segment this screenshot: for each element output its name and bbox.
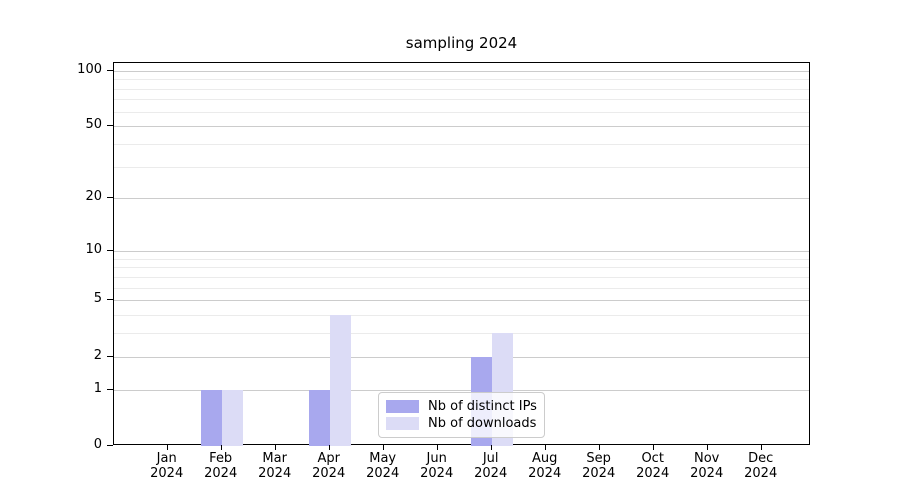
x-tick-mark (706, 445, 708, 450)
y-tick-label: 50 (85, 117, 102, 133)
x-tick-year: 2024 (258, 466, 292, 481)
bar-downloads (329, 315, 351, 446)
legend-swatch-downloads (386, 417, 419, 430)
y-tick-mark (107, 299, 113, 301)
x-tick-mark (166, 445, 168, 450)
gridline-major (114, 389, 809, 391)
legend-label-distinct-ips: Nb of distinct IPs (428, 399, 537, 414)
y-tick-mark (107, 125, 113, 127)
gridline-major (114, 300, 809, 302)
x-tick-mark (382, 445, 384, 450)
legend-swatch-distinct-ips (386, 400, 419, 413)
x-tick-mark (598, 445, 600, 450)
bar-distinct-ips (308, 389, 330, 446)
y-tick-mark (107, 249, 113, 251)
x-tick-label: Sep 2024 (571, 451, 627, 481)
y-tick-label: 20 (85, 189, 102, 205)
x-tick-mark (328, 445, 330, 450)
gridline-minor (114, 287, 809, 289)
x-tick-mark (652, 445, 654, 450)
x-tick-year: 2024 (582, 466, 616, 481)
y-tick-mark (107, 69, 113, 71)
legend: Nb of distinct IPs Nb of downloads (378, 392, 545, 438)
gridline-major (114, 126, 809, 128)
x-tick-mark (220, 445, 222, 450)
chart-title: sampling 2024 (405, 34, 518, 52)
gridline-minor (114, 276, 809, 278)
x-tick-mark (544, 445, 546, 450)
gridline-minor (114, 88, 809, 90)
x-tick-label: Aug 2024 (517, 451, 573, 481)
x-tick-year: 2024 (366, 466, 400, 481)
x-tick-mark (490, 445, 492, 450)
y-tick-mark (107, 445, 113, 446)
gridline-minor (114, 111, 809, 113)
y-tick-label: 5 (93, 291, 102, 307)
x-tick-year: 2024 (150, 466, 184, 481)
x-tick-mark (274, 445, 276, 450)
gridline-minor (114, 79, 809, 81)
legend-item-downloads: Nb of downloads (386, 416, 537, 431)
x-tick-label: Apr 2024 (301, 451, 357, 481)
y-tick-mark (107, 388, 113, 390)
x-tick-label: Oct 2024 (625, 451, 681, 481)
gridline-minor (114, 258, 809, 260)
gridline-major (114, 198, 809, 200)
bar-distinct-ips (200, 389, 222, 446)
gridline-minor (114, 333, 809, 335)
bar-downloads (221, 389, 243, 446)
x-tick-label: Jul 2024 (463, 451, 519, 481)
legend-label-downloads: Nb of downloads (428, 416, 537, 431)
y-tick-mark (107, 197, 113, 199)
y-tick-label: 0 (93, 437, 102, 452)
x-tick-label: Feb 2024 (193, 451, 249, 481)
gridline-minor (114, 166, 809, 168)
x-tick-label: Mar 2024 (247, 451, 303, 481)
gridline-minor (114, 99, 809, 101)
plot-area (113, 62, 810, 446)
y-tick-label: 1 (93, 380, 102, 396)
gridline-major (114, 70, 809, 72)
x-tick-year: 2024 (420, 466, 454, 481)
gridline-minor (114, 143, 809, 145)
x-tick-year: 2024 (744, 466, 778, 481)
gridline-major (114, 250, 809, 252)
x-tick-year: 2024 (636, 466, 670, 481)
x-tick-mark (760, 445, 762, 450)
x-tick-year: 2024 (690, 466, 724, 481)
legend-item-distinct-ips: Nb of distinct IPs (386, 399, 537, 414)
y-tick-label: 10 (85, 241, 102, 257)
gridline-major (114, 356, 809, 358)
gridline-minor (114, 315, 809, 317)
x-tick-label: May 2024 (355, 451, 411, 481)
y-tick-label: 2 (93, 347, 102, 363)
x-tick-label: Jan 2024 (139, 451, 195, 481)
x-tick-year: 2024 (474, 466, 508, 481)
x-tick-year: 2024 (312, 466, 346, 481)
y-tick-mark (107, 355, 113, 357)
x-tick-year: 2024 (528, 466, 562, 481)
x-tick-mark (436, 445, 438, 450)
x-tick-year: 2024 (204, 466, 238, 481)
x-tick-label: Nov 2024 (679, 451, 735, 481)
x-tick-label: Dec 2024 (733, 451, 789, 481)
y-tick-label: 100 (77, 61, 102, 77)
x-tick-label: Jun 2024 (409, 451, 465, 481)
gridline-minor (114, 267, 809, 269)
